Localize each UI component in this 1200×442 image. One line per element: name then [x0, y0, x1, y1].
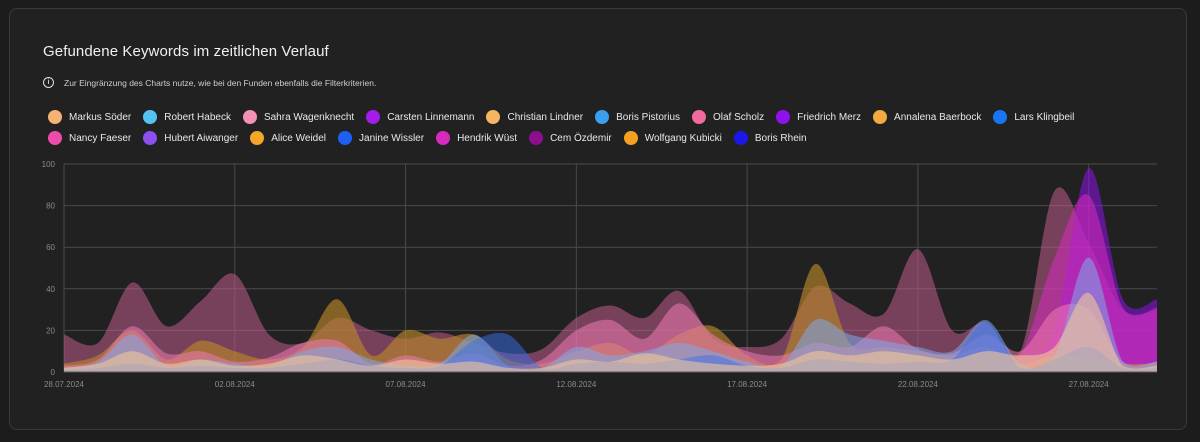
legend-label: Carsten Linnemann	[387, 111, 475, 123]
legend-swatch	[48, 110, 62, 124]
legend-item[interactable]: Robert Habeck	[143, 110, 231, 124]
legend-label: Hendrik Wüst	[457, 132, 518, 144]
legend-swatch	[873, 110, 888, 124]
legend-item[interactable]: Wolfgang Kubicki	[623, 131, 722, 145]
chart-title: Gefundene Keywords im zeitlichen Verlauf	[43, 43, 329, 60]
legend-swatch	[250, 131, 265, 145]
y-tick-label: 40	[46, 285, 55, 294]
legend-swatch	[143, 131, 158, 145]
legend-item[interactable]: Alice Weidel	[250, 131, 326, 145]
legend-item[interactable]: Carsten Linnemann	[366, 110, 474, 124]
legend-label: Boris Rhein	[754, 132, 807, 144]
legend-label: Markus Söder	[69, 111, 132, 123]
y-tick-label: 20	[46, 326, 55, 335]
legend-swatch	[436, 131, 451, 145]
legend-swatch	[48, 131, 62, 145]
legend-item[interactable]: Friedrich Merz	[776, 110, 861, 124]
x-tick-label: 28.07.2024	[44, 380, 85, 389]
legend-label: Alice Weidel	[271, 132, 327, 144]
legend-label: Olaf Scholz	[713, 111, 765, 123]
legend-label: Christian Lindner	[507, 111, 584, 123]
legend-swatch	[733, 131, 748, 145]
legend-swatch	[692, 110, 706, 124]
legend-item[interactable]: Annalena Baerbock	[873, 110, 981, 124]
x-tick-label: 07.08.2024	[386, 380, 427, 389]
legend-label: Cem Özdemir	[550, 132, 612, 144]
info-text: Zur Eingränzung des Charts nutze, wie be…	[64, 77, 377, 88]
x-tick-label: 02.08.2024	[215, 380, 256, 389]
x-tick-label: 22.08.2024	[898, 380, 939, 389]
series-area	[64, 257, 1157, 372]
legend-label: Annalena Baerbock	[894, 111, 982, 123]
y-tick-label: 80	[46, 202, 55, 211]
legend-item[interactable]: Nancy Faeser	[48, 131, 131, 145]
legend-swatch	[776, 110, 791, 124]
x-tick-label: 17.08.2024	[727, 380, 768, 389]
legend-item[interactable]: Cem Özdemir	[529, 131, 612, 145]
info-icon: i	[43, 77, 54, 88]
legend-label: Robert Habeck	[164, 111, 231, 123]
legend-label: Wolfgang Kubicki	[644, 132, 722, 144]
legend-swatch	[486, 110, 501, 124]
legend-item[interactable]: Boris Rhein	[733, 131, 807, 145]
legend-label: Hubert Aiwanger	[164, 132, 239, 144]
x-tick-label: 12.08.2024	[556, 380, 597, 389]
legend-label: Nancy Faeser	[69, 132, 132, 144]
legend-label: Sahra Wagenknecht	[263, 111, 355, 123]
legend-swatch	[623, 131, 638, 145]
legend-swatch	[993, 110, 1008, 124]
legend-item[interactable]: Olaf Scholz	[692, 110, 764, 124]
legend-label: Boris Pistorius	[616, 111, 680, 123]
legend-swatch	[595, 110, 610, 124]
legend-item[interactable]: Hendrik Wüst	[436, 131, 517, 145]
legend-label: Lars Klingbeil	[1014, 111, 1075, 123]
legend-item[interactable]: Hubert Aiwanger	[143, 131, 238, 145]
legend-swatch	[529, 131, 544, 145]
x-tick-label: 27.08.2024	[1069, 380, 1110, 389]
y-tick-label: 100	[42, 160, 56, 169]
info-note: i Zur Eingränzung des Charts nutze, wie …	[43, 77, 376, 88]
legend-swatch	[143, 110, 158, 124]
legend-item[interactable]: Markus Söder	[48, 110, 131, 124]
series-area	[64, 292, 1157, 372]
y-tick-label: 60	[46, 243, 55, 252]
legend-item[interactable]: Lars Klingbeil	[993, 110, 1074, 124]
legend-item[interactable]: Janine Wissler	[338, 131, 424, 145]
legend-swatch	[338, 131, 353, 145]
legend-item[interactable]: Christian Lindner	[486, 110, 583, 124]
legend-swatch	[366, 110, 381, 124]
chart-legend: Markus Söder Robert Habeck Sahra Wagenknec…	[48, 110, 1148, 145]
legend-item[interactable]: Boris Pistorius	[595, 110, 680, 124]
legend-item[interactable]: Sahra Wagenknecht	[242, 110, 355, 124]
legend-label: Friedrich Merz	[797, 111, 862, 123]
legend-label: Janine Wissler	[359, 132, 425, 144]
y-tick-label: 0	[51, 368, 56, 377]
legend-swatch	[242, 110, 257, 124]
